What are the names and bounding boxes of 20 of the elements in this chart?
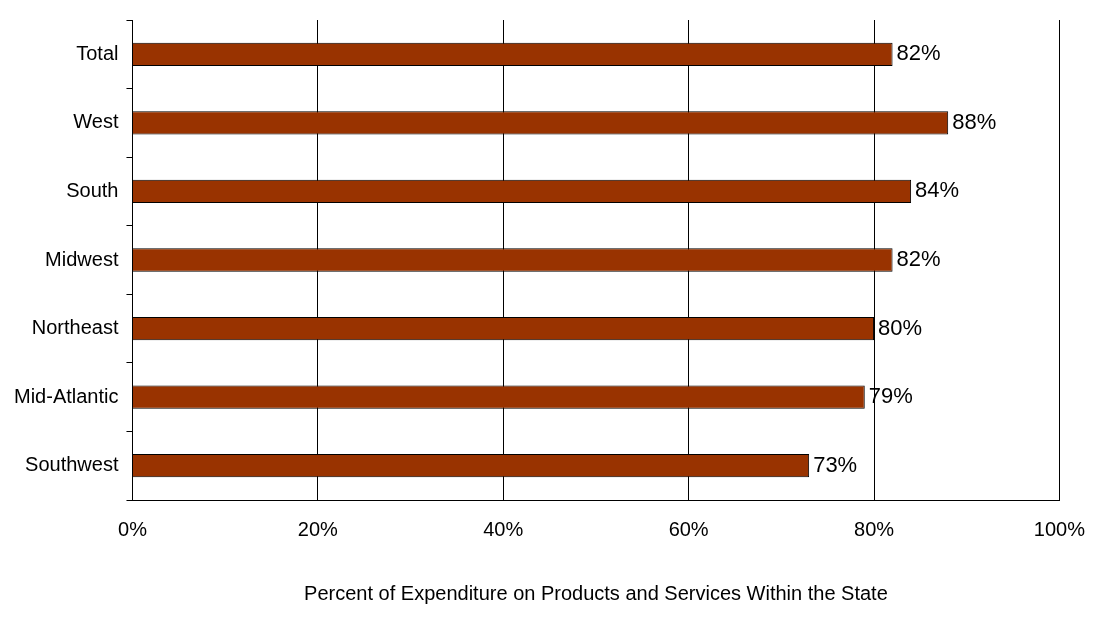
x-tick-label: 80% bbox=[854, 517, 895, 540]
y-tick-label: Northeast bbox=[31, 316, 119, 339]
y-tick-label: South bbox=[66, 178, 119, 201]
y-tick-label: West bbox=[73, 110, 119, 133]
y-tick-label: Midwest bbox=[45, 247, 119, 270]
data-label: 88% bbox=[952, 108, 997, 134]
x-tick-label: 40% bbox=[483, 517, 524, 540]
data-label: 82% bbox=[896, 40, 941, 66]
y-tick-label: Total bbox=[76, 41, 119, 64]
y-tick-label: Mid-Atlantic bbox=[13, 384, 119, 407]
data-label: 80% bbox=[878, 314, 923, 340]
data-label: 82% bbox=[896, 246, 941, 272]
x-tick-label: 20% bbox=[297, 517, 339, 540]
data-label: 84% bbox=[915, 177, 960, 203]
x-tick-label: 60% bbox=[668, 517, 709, 540]
y-tick-label: Southwest bbox=[25, 453, 119, 476]
data-label: 73% bbox=[813, 451, 858, 477]
x-tick-label: 100% bbox=[1033, 517, 1086, 540]
x-axis-title: Percent of Expenditure on Products and Services Within the State bbox=[304, 581, 888, 604]
x-tick-label: 0% bbox=[118, 517, 148, 540]
